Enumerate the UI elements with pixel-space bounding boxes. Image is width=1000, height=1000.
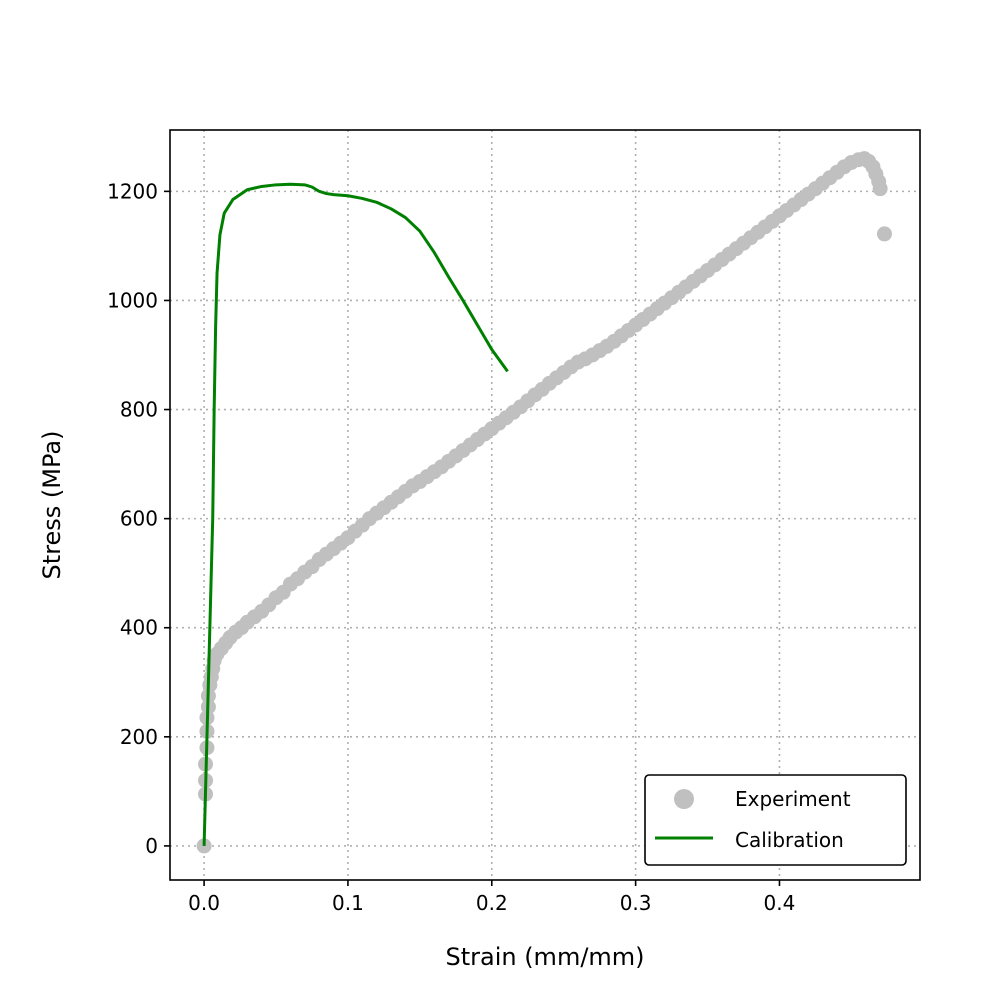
x-tick-label: 0.3 (620, 891, 652, 915)
x-tick-label: 0.1 (332, 891, 364, 915)
legend-label-calibration: Calibration (735, 828, 844, 852)
x-tick-label: 0.2 (476, 891, 508, 915)
axis-ticks: 0.0 0.1 0.2 0.3 0.4 0 200 400 600 800 1000 1200 (107, 179, 795, 915)
y-tick-label: 600 (120, 507, 158, 531)
legend: Experiment Calibration (644, 774, 907, 866)
plot-frame (169, 129, 921, 881)
y-tick-label: 200 (120, 725, 158, 749)
y-axis-label: Stress (MPa) (38, 431, 66, 580)
x-axis-label: Strain (mm/mm) (445, 943, 644, 971)
plot-series (196, 151, 892, 854)
y-tick-label: 800 (120, 398, 158, 422)
x-tick-label: 0.0 (188, 891, 220, 915)
calibration-line (202, 182, 509, 846)
y-tick-label: 1000 (107, 288, 158, 312)
experiment-point (872, 181, 888, 197)
y-tick-label: 0 (145, 834, 158, 858)
grid (170, 130, 920, 880)
legend-label-experiment: Experiment (735, 787, 851, 811)
y-tick-label: 1200 (107, 179, 158, 203)
legend-box (644, 774, 907, 866)
x-tick-label: 0.4 (764, 891, 796, 915)
legend-marker-experiment (674, 789, 694, 809)
y-tick-label: 400 (120, 616, 158, 640)
experiment-point (876, 226, 892, 242)
